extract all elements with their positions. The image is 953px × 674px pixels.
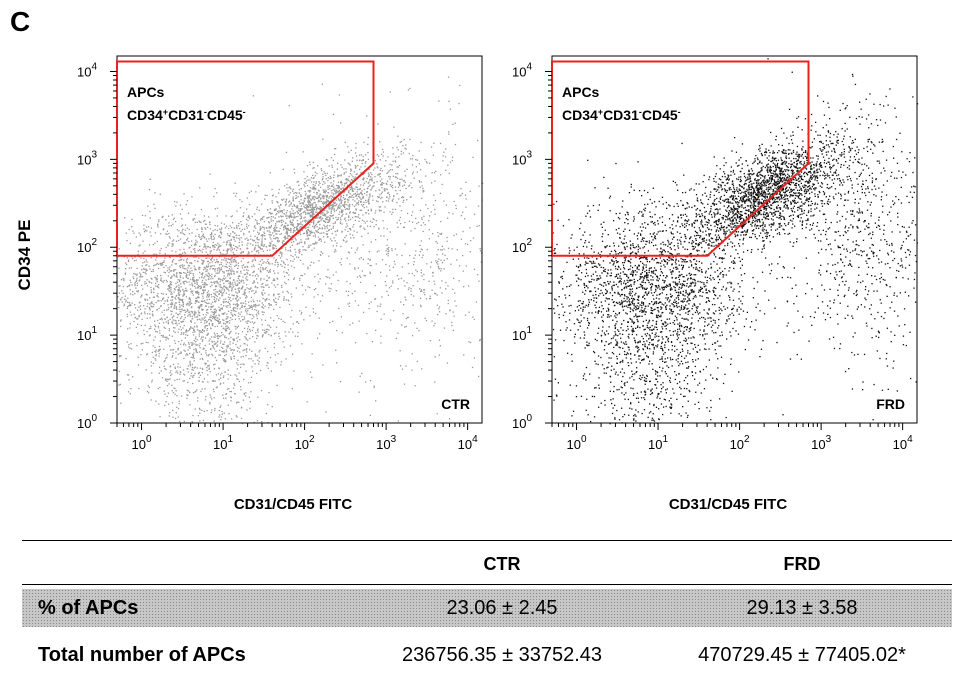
gate-label-phenotype: CD34+CD31-CD45- (562, 107, 681, 123)
table-row: Total number of APCs 236756.35 ± 33752.4… (22, 636, 952, 674)
gate-label-phenotype: CD34+CD31-CD45- (127, 107, 246, 123)
column-header-ctr: CTR (352, 554, 652, 575)
table-row: % of APCs 23.06 ± 2.45 29.13 ± 3.58 (22, 589, 952, 627)
cell-ctr: 236756.35 ± 33752.43 (352, 644, 652, 667)
panel-letter: C (10, 6, 30, 38)
y-tick-label: 100 (77, 413, 97, 431)
x-tick-label: 102 (295, 434, 315, 452)
table-header-rule (22, 584, 952, 585)
x-tick-label: 102 (730, 434, 750, 452)
y-tick-label: 104 (512, 61, 532, 79)
y-tick-label: 100 (512, 413, 532, 431)
group-label: CTR (441, 396, 470, 412)
y-tick-label: 101 (77, 325, 97, 343)
cell-frd: 29.13 ± 3.58 (652, 597, 952, 620)
y-tick-label: 102 (77, 237, 97, 255)
row-label: % of APCs (38, 597, 138, 620)
axes (110, 71, 468, 430)
cell-frd: 470729.45 ± 77405.02* (652, 644, 952, 667)
row-label: Total number of APCs (38, 644, 246, 667)
y-axis-label: CD34 PE (8, 195, 58, 315)
x-tick-label: 101 (648, 434, 668, 452)
y-tick-label: 104 (77, 61, 97, 79)
y-tick-label: 103 (77, 149, 97, 167)
y-tick-label: 101 (512, 325, 532, 343)
y-tick-label: 102 (512, 237, 532, 255)
x-tick-label: 103 (376, 434, 396, 452)
x-tick-label: 100 (132, 434, 152, 452)
y-tick-label: 103 (512, 149, 532, 167)
x-tick-label: 104 (458, 434, 478, 452)
x-axis-label-ctr: CD31/CD45 FITC (143, 496, 443, 513)
column-header-frd: FRD (652, 554, 952, 575)
table-top-rule (22, 540, 952, 541)
gate-label-name: APCs (562, 84, 600, 100)
scatter-plot-ctr: APCs CD34+CD31-CD45- CTR 100 101 102 103 104 100… (62, 40, 492, 480)
y-axis-label-text: CD34 PE (15, 220, 34, 291)
cell-ctr: 23.06 ± 2.45 (352, 597, 652, 620)
group-label: FRD (876, 396, 905, 412)
x-tick-label: 100 (567, 434, 587, 452)
gate-label-name: APCs (127, 84, 165, 100)
x-tick-label: 103 (811, 434, 831, 452)
x-axis-label-frd: CD31/CD45 FITC (578, 496, 878, 513)
scatter-plot-frd: APCs CD34+CD31-CD45- FRD 100 101 102 103 104 100… (497, 40, 927, 480)
event-dots (117, 77, 483, 425)
summary-table: CTR FRD % of APCs 23.06 ± 2.45 29.13 ± 3… (22, 540, 952, 670)
x-tick-label: 101 (213, 434, 233, 452)
x-tick-label: 104 (893, 434, 913, 452)
